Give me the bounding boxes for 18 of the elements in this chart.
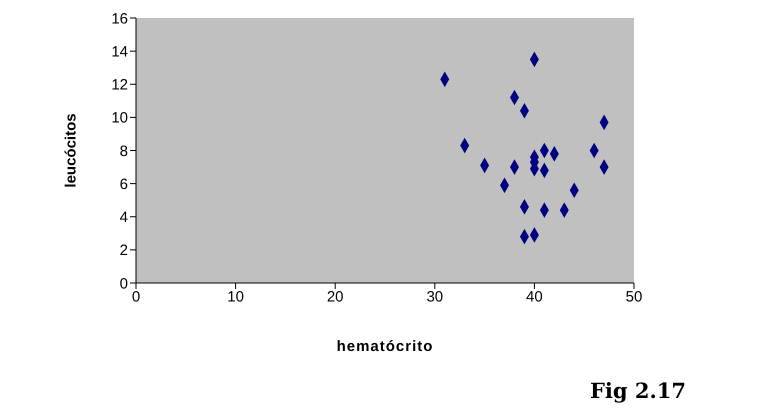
y-tick-label: 4 bbox=[120, 209, 128, 226]
x-tick-label: 20 bbox=[326, 288, 344, 306]
x-tick-label: 10 bbox=[227, 288, 244, 306]
x-tick-label: 0 bbox=[132, 288, 140, 306]
y-tick-label: 14 bbox=[111, 43, 128, 60]
y-tick-label: 12 bbox=[111, 76, 128, 94]
y-tick-label: 2 bbox=[120, 242, 128, 260]
caption: Fig 2.17 bbox=[590, 378, 686, 403]
y-axis-title: leucócitos bbox=[62, 113, 80, 188]
x-tick-label: 50 bbox=[626, 288, 642, 306]
y-tick-label: 6 bbox=[120, 176, 128, 193]
y-tick-label: 16 bbox=[111, 10, 128, 28]
x-tick-label: 40 bbox=[526, 288, 543, 306]
y-tick-label: 0 bbox=[120, 275, 128, 292]
y-tick-label: 10 bbox=[111, 110, 128, 127]
x-tick-label: 30 bbox=[426, 288, 444, 306]
y-tick-label: 8 bbox=[120, 142, 128, 160]
x-axis-title: hematócrito bbox=[336, 338, 434, 355]
